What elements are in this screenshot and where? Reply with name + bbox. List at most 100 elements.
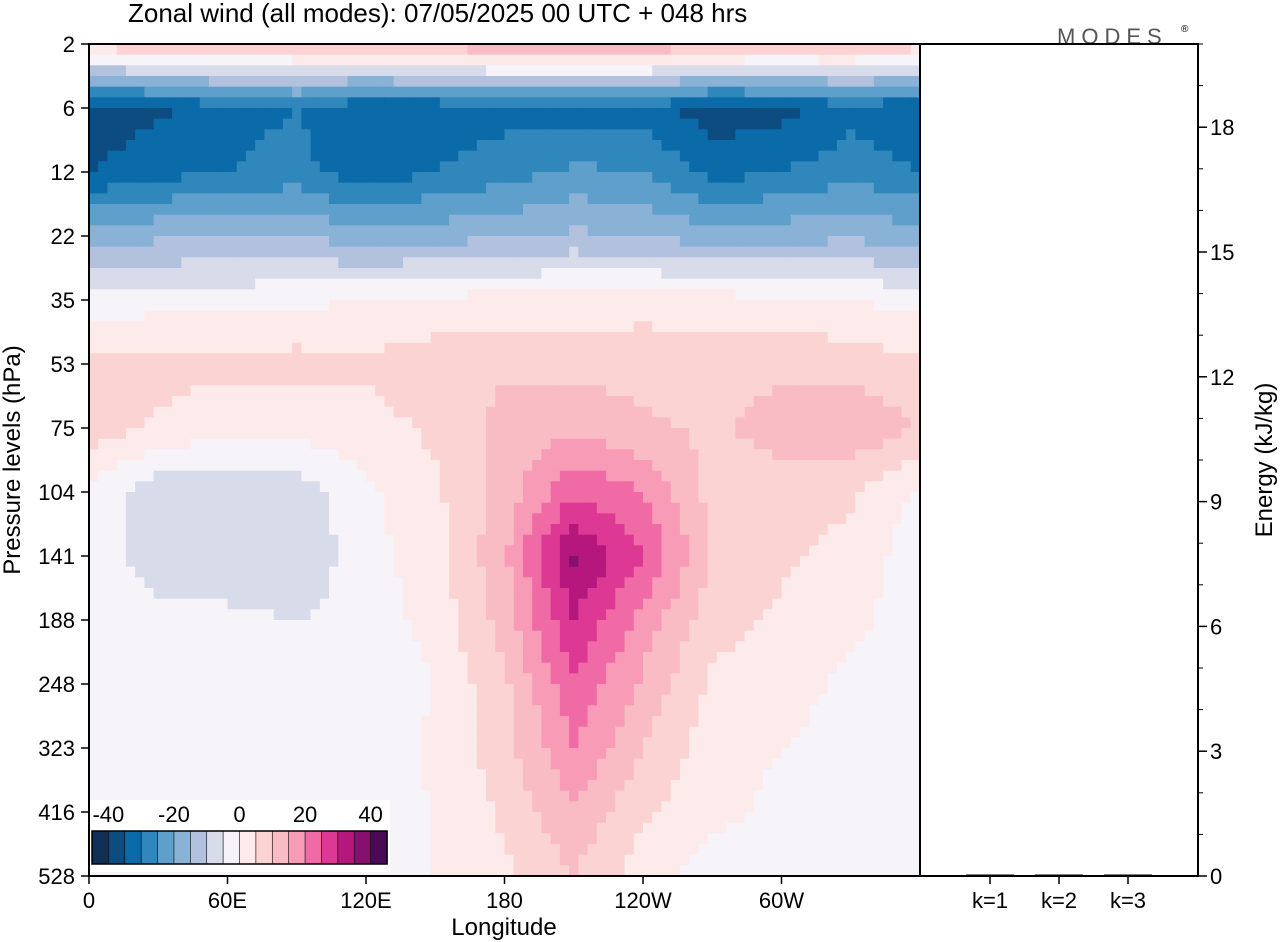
heatmap-cell	[541, 556, 552, 568]
heatmap-cell	[144, 406, 155, 418]
heatmap-cell	[282, 534, 293, 546]
heatmap-cell	[596, 268, 607, 280]
heatmap-cell	[449, 310, 459, 322]
heatmap-cell	[652, 246, 663, 258]
heatmap-cell	[255, 310, 266, 322]
heatmap-cell	[790, 577, 801, 589]
heatmap-cell	[458, 268, 469, 280]
heatmap-cell	[264, 65, 275, 77]
heatmap-cell	[135, 225, 145, 237]
heatmap-cell	[846, 65, 856, 77]
heatmap-cell	[116, 598, 127, 610]
heatmap-cell	[393, 566, 404, 578]
heatmap-cell	[144, 470, 155, 482]
heatmap-cell	[135, 342, 145, 354]
heatmap-cell	[199, 417, 210, 429]
heatmap-cell	[292, 449, 302, 461]
heatmap-cell	[430, 406, 441, 418]
heatmap-cell	[338, 566, 349, 578]
heatmap-cell	[550, 150, 561, 162]
heatmap-cell	[901, 556, 912, 568]
heatmap-cell	[809, 150, 820, 162]
heatmap-cell	[199, 193, 210, 205]
heatmap-cell	[716, 492, 727, 504]
heatmap-cell	[707, 214, 718, 226]
heatmap-cell	[883, 396, 893, 408]
heatmap-cell	[596, 364, 607, 376]
heatmap-cell	[310, 193, 321, 205]
heatmap-cell	[698, 257, 709, 269]
heatmap-cell	[181, 545, 192, 557]
heatmap-cell	[504, 118, 515, 130]
heatmap-cell	[162, 342, 173, 354]
heatmap-cell	[772, 470, 783, 482]
heatmap-cell	[319, 342, 330, 354]
heatmap-cell	[153, 44, 164, 56]
heatmap-cell	[310, 65, 321, 77]
heatmap-cell	[153, 620, 164, 632]
heatmap-cell	[486, 108, 496, 120]
heatmap-cell	[763, 609, 773, 621]
heatmap-cell	[578, 566, 589, 578]
heatmap-cell	[615, 577, 626, 589]
heatmap-cell	[264, 108, 275, 120]
heatmap-cell	[513, 225, 524, 237]
heatmap-cell	[209, 118, 219, 130]
heatmap-cell	[236, 364, 247, 376]
heatmap-cell	[144, 417, 155, 429]
heatmap-cell	[753, 438, 764, 450]
heatmap-cell	[522, 396, 533, 408]
heatmap-cell	[707, 108, 718, 120]
heatmap-cell	[430, 278, 441, 290]
heatmap-cell	[356, 300, 367, 312]
heatmap-cell	[412, 182, 422, 194]
heatmap-cell	[338, 449, 349, 461]
heatmap-cell	[587, 556, 598, 568]
heatmap-cell	[744, 534, 755, 546]
heatmap-cell	[855, 321, 866, 333]
heatmap-cell	[412, 598, 422, 610]
heatmap-cell	[735, 492, 746, 504]
heatmap-cell	[236, 246, 247, 258]
heatmap-cell	[855, 118, 866, 130]
heatmap-cell	[495, 300, 506, 312]
heatmap-cell	[135, 630, 145, 642]
heatmap-cell	[532, 588, 543, 600]
heatmap-cell	[107, 278, 118, 290]
heatmap-cell	[799, 257, 810, 269]
heatmap-cell	[606, 97, 616, 109]
heatmap-cell	[153, 97, 164, 109]
heatmap-cell	[661, 214, 672, 226]
heatmap-cell	[883, 54, 893, 66]
heatmap-cell	[125, 534, 136, 546]
heatmap-cell	[329, 577, 339, 589]
heatmap-cell	[689, 524, 699, 536]
heatmap-cell	[846, 556, 856, 568]
heatmap-cell	[89, 449, 99, 461]
heatmap-cell	[892, 556, 903, 568]
heatmap-cell	[596, 566, 607, 578]
heatmap-cell	[670, 566, 681, 578]
heatmap-cell	[236, 118, 247, 130]
heatmap-cell	[375, 524, 386, 536]
heatmap-cell	[901, 65, 912, 77]
heatmap-cell	[402, 310, 413, 322]
heatmap-cell	[319, 438, 330, 450]
heatmap-cell	[587, 76, 598, 88]
heatmap-cell	[292, 438, 302, 450]
heatmap-cell	[707, 566, 718, 578]
heatmap-cell	[338, 428, 349, 440]
heatmap-cell	[181, 492, 192, 504]
heatmap-cell	[89, 438, 99, 450]
heatmap-cell	[384, 182, 395, 194]
heatmap-cell	[606, 321, 616, 333]
heatmap-cell	[282, 588, 293, 600]
heatmap-cell	[402, 513, 413, 525]
heatmap-cell	[910, 300, 920, 312]
heatmap-cell	[559, 161, 570, 173]
heatmap-cell	[449, 54, 459, 66]
heatmap-cell	[698, 289, 709, 301]
heatmap-cell	[107, 588, 118, 600]
heatmap-cell	[209, 438, 219, 450]
heatmap-cell	[486, 566, 496, 578]
